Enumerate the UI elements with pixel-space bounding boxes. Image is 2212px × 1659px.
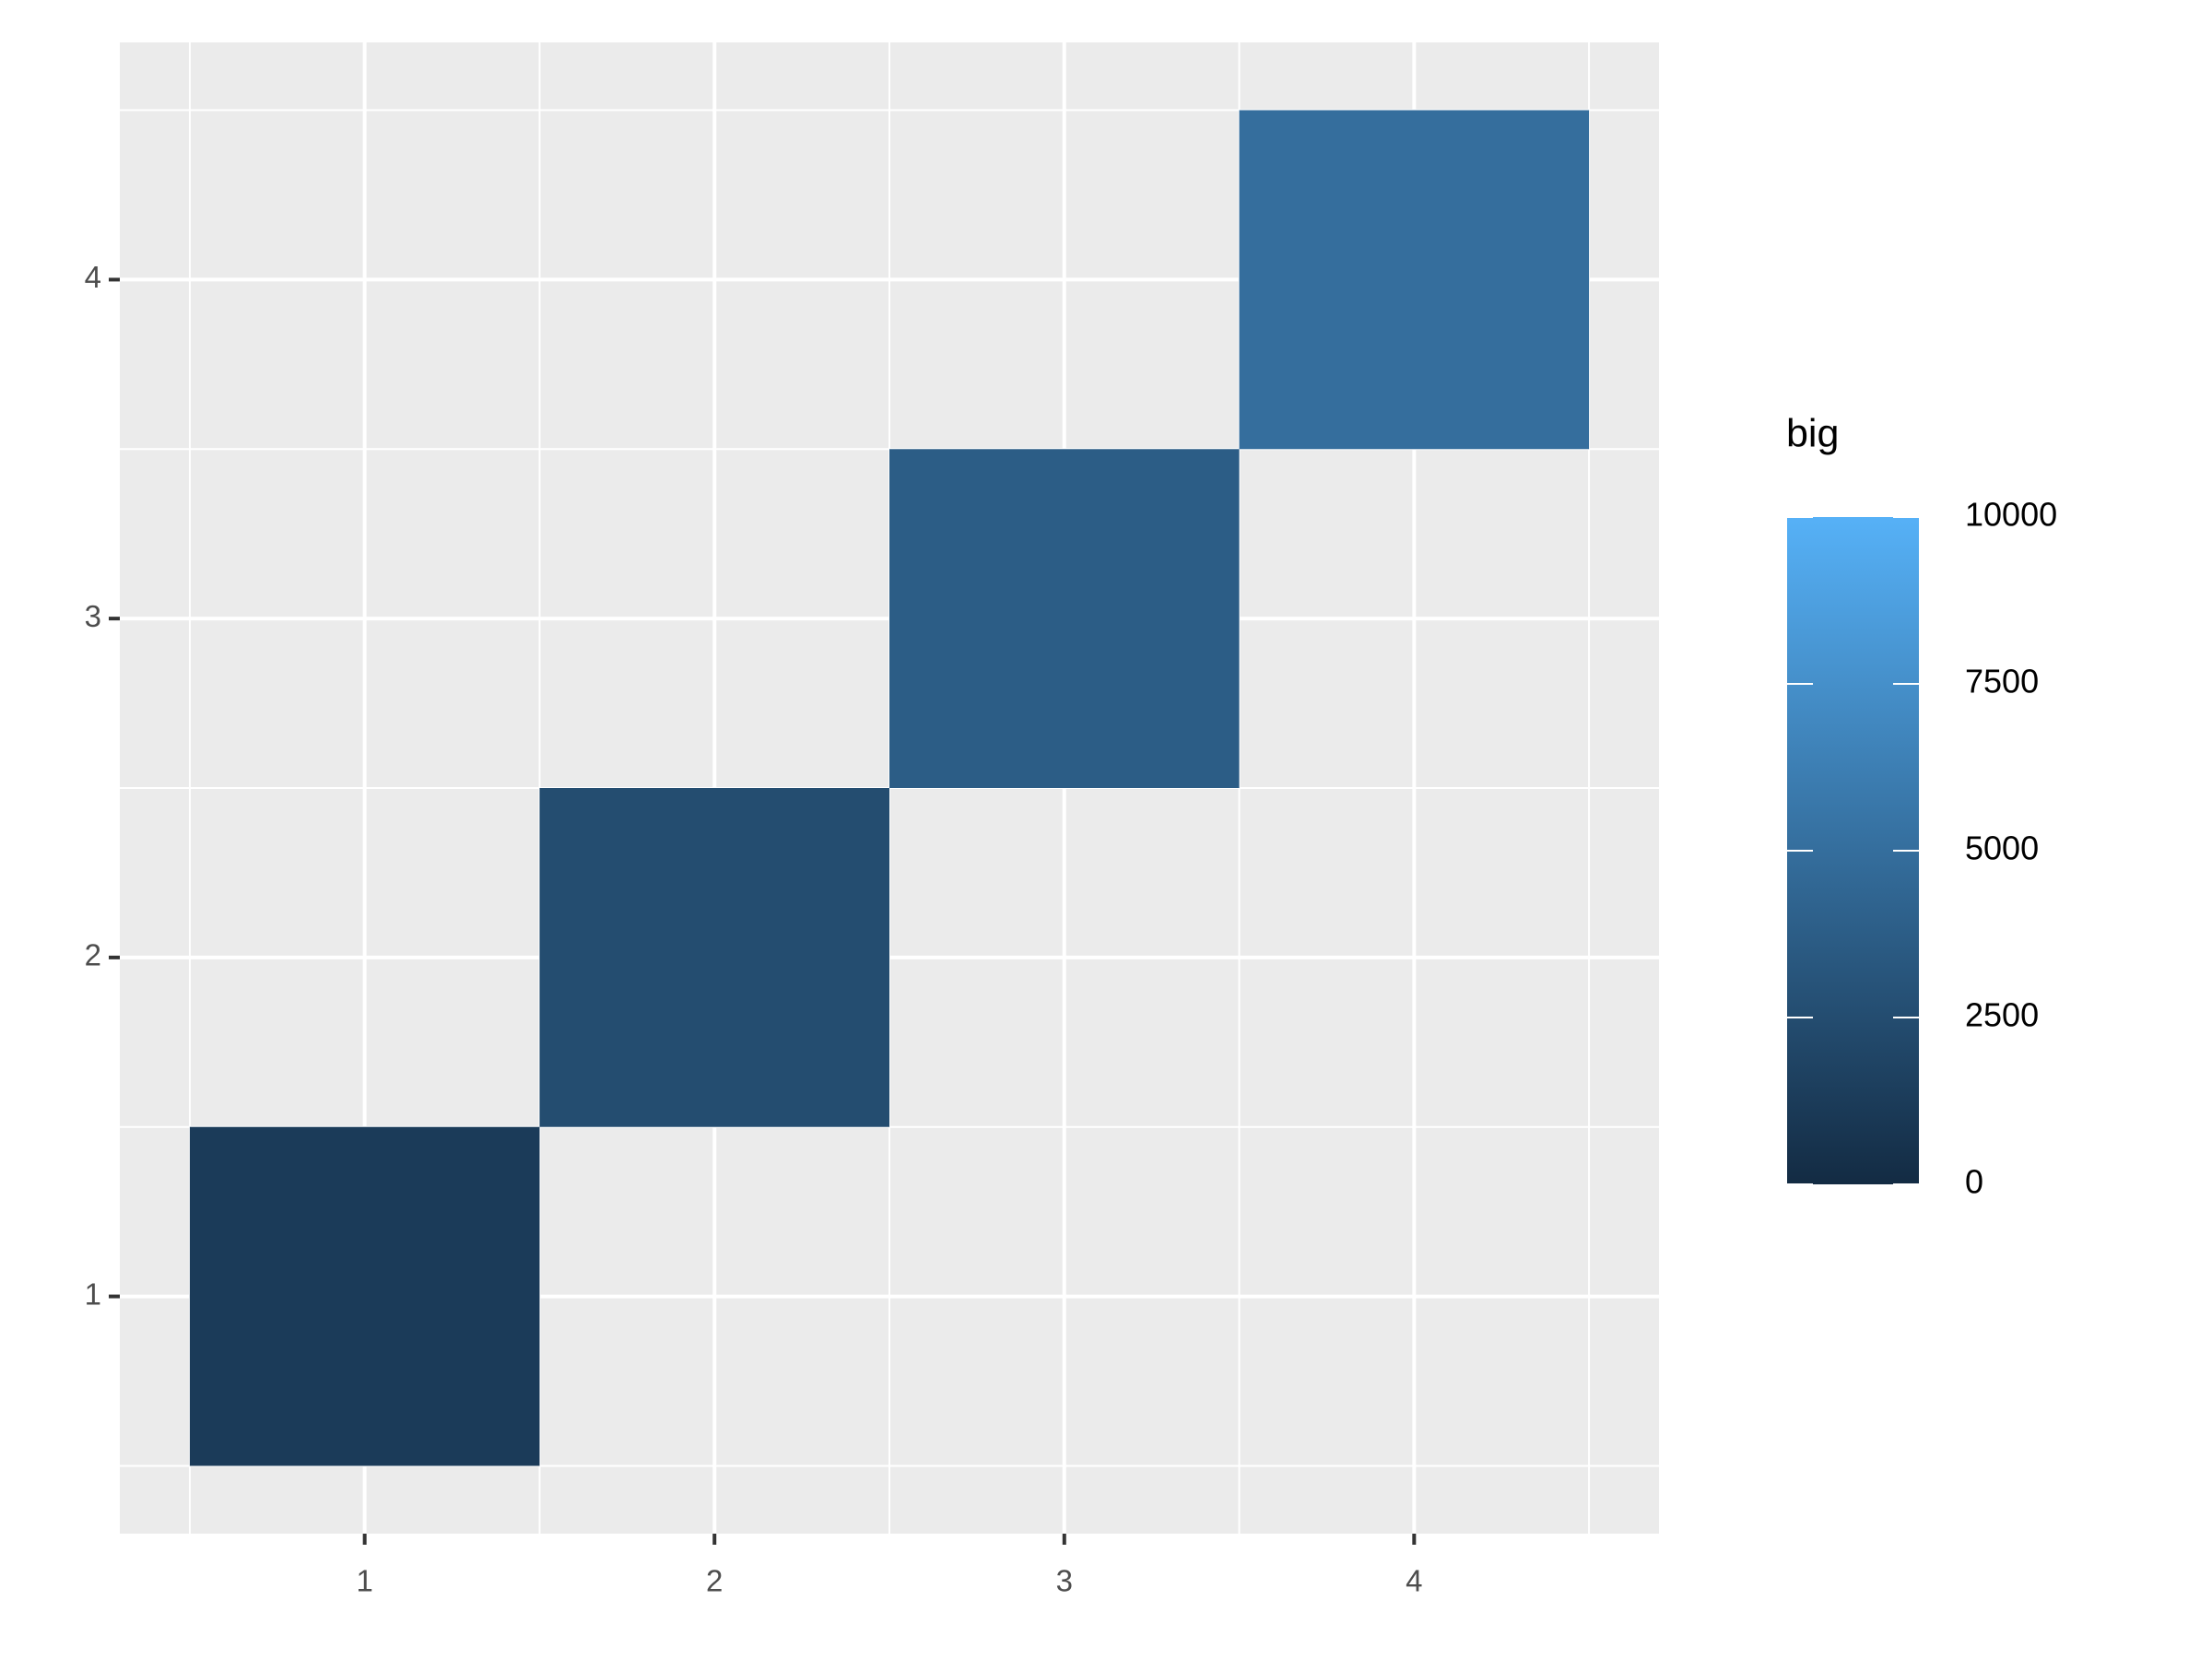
colorbar-label: 10000 [1965,496,2057,534]
tile [189,1126,540,1466]
x-tick-label: 4 [1406,1564,1422,1598]
y-tick-label: 4 [85,260,101,294]
tile [889,449,1240,788]
tile [539,788,889,1127]
x-tick-label: 3 [1056,1564,1073,1598]
y-tick-label: 2 [85,938,101,972]
y-tick-label: 3 [85,599,101,633]
colorbar-label: 0 [1965,1163,1983,1201]
colorbar-label: 5000 [1965,830,2039,867]
y-tick-label: 1 [85,1277,101,1311]
x-tick-label: 1 [357,1564,373,1598]
x-tick-label: 2 [706,1564,723,1598]
colorbar-label: 2500 [1965,996,2039,1034]
legend-title: big [1786,411,1839,455]
colorbar-label: 7500 [1965,663,2039,700]
tile [1239,110,1590,450]
